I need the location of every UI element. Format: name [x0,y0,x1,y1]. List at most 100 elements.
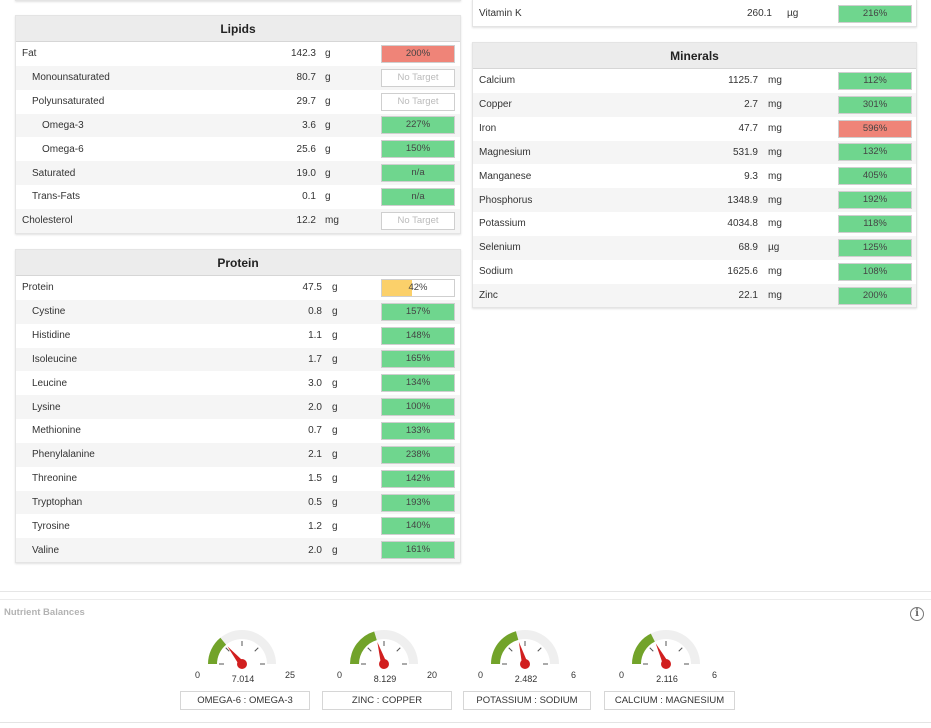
nutrient-row-zinc[interactable]: Zinc 22.1 mg 200% [473,283,916,308]
gauge-dial [208,629,276,669]
nutrient-row-saturated[interactable]: Saturated 19.0 g n/a [16,161,460,186]
nutrient-row-tyrosine[interactable]: Tyrosine 1.2 g 140% [16,514,460,538]
nutrient-row-polyunsaturated[interactable]: Polyunsaturated 29.7 g No Target [16,90,460,114]
nutrient-unit: mg [768,218,782,230]
info-icon[interactable]: i [910,607,924,621]
target-percent-fill [382,422,454,439]
nutrient-unit: g [332,520,338,532]
target-percent-bar: 125% [838,238,912,257]
nutrient-name: Tyrosine [32,520,70,532]
nutrient-name: Valine [32,544,60,556]
nutrient-unit: g [332,544,338,556]
nutrient-amount: 1.2 [308,520,322,532]
nutrient-row-sodium[interactable]: Sodium 1625.6 mg 108% [473,260,916,284]
nutrient-amount: 1348.9 [727,194,758,206]
target-percent-text: 200% [405,47,431,59]
nutrient-row-protein[interactable]: Protein 47.5 g 42% [16,276,460,300]
nutrient-row-phenylalanine[interactable]: Phenylalanine 2.1 g 238% [16,442,460,467]
nutrient-row-magnesium[interactable]: Magnesium 531.9 mg 132% [473,140,916,165]
nutrient-name: Zinc [479,290,498,302]
target-percent-bar: 134% [381,374,455,393]
nutrient-name: Leucine [32,377,68,389]
nutrient-name: Protein [22,282,54,294]
target-percent-bar: n/a [381,164,455,183]
target-percent-bar: 405% [838,167,912,186]
nutrient-row-phosphorus[interactable]: Phosphorus 1348.9 mg 192% [473,188,916,213]
nutrient-row-selenium[interactable]: Selenium 68.9 µg 125% [473,235,916,260]
target-percent-bar: 42% [381,278,455,297]
target-percent-fill [839,239,911,256]
nutrient-row-valine[interactable]: Valine 2.0 g 161% [16,538,460,563]
minerals-panel: Minerals Calcium 1125.7 mg 112% Copper 2.7 mg 3… [472,42,917,309]
nutrient-row-iron[interactable]: Iron 47.7 mg 596% [473,117,916,141]
target-percent-bar: 227% [381,116,455,135]
nutrient-name: Threonine [32,473,78,485]
nutrient-row-leucine[interactable]: Leucine 3.0 g 134% [16,371,460,395]
target-percent-text: n/a [411,167,425,179]
nutrient-row-isoleucine[interactable]: Isoleucine 1.7 g 165% [16,347,460,372]
nutrient-name: Phosphorus [479,194,533,206]
target-percent-fill [382,518,454,535]
nutrient-row-potassium[interactable]: Potassium 4034.8 mg 118% [473,212,916,236]
nutrient-unit: g [332,330,338,342]
target-percent-fill [382,351,454,368]
target-percent-bar: 596% [838,119,912,138]
nutrient-balances-title: Nutrient Balances [4,607,85,618]
target-percent-fill [839,263,911,280]
nutrient-row-monounsaturated[interactable]: Monounsaturated 80.7 g No Target [16,65,460,90]
target-percent-text: 134% [405,377,431,389]
nutrient-unit: g [332,353,338,365]
gauge-tick [649,647,654,652]
nutrient-row-vitamin-k[interactable]: Vitamin K 260.1 µg 216% [473,2,916,26]
nutrient-row-threonine[interactable]: Threonine 1.5 g 142% [16,467,460,491]
nutrient-row-fat[interactable]: Fat 142.3 g 200% [16,42,460,66]
gauge-label: ZINC : COPPER [322,691,452,710]
nutrient-unit: g [332,306,338,318]
target-percent-bar: 112% [838,71,912,90]
target-percent-bar: 216% [838,4,912,23]
target-percent-bar: 200% [381,44,455,63]
nutrient-amount: 2.1 [308,449,322,461]
nutrient-row-omega-3[interactable]: Omega-3 3.6 g 227% [16,113,460,138]
section-divider-secondary [0,599,931,600]
target-percent-fill [382,542,454,559]
target-percent-text: 133% [405,424,431,436]
gauge-fill [350,631,377,664]
target-percent-bar: No Target [381,211,455,230]
nutrient-row-histidine[interactable]: Histidine 1.1 g 148% [16,324,460,348]
protein-panel: Protein Protein 47.5 g 42% Cystine 0.8 g 157% Hi… [15,249,461,564]
nutrient-amount: 2.0 [308,544,322,556]
target-percent-fill [382,188,454,205]
nutrient-row-cholesterol[interactable]: Cholesterol 12.2 mg No Target [16,208,460,233]
nutrient-name: Saturated [32,167,76,179]
target-percent-fill [382,303,454,320]
nutrient-unit: g [332,377,338,389]
nutrient-name: Methionine [32,425,81,437]
target-percent-text: 193% [405,496,431,508]
lipids-rows: Fat 142.3 g 200% Monounsaturated 80.7 g No Targ… [16,42,460,233]
nutrient-row-omega-6[interactable]: Omega-6 25.6 g 150% [16,137,460,161]
gauge-max: 25 [285,670,296,680]
nutrient-row-tryptophan[interactable]: Tryptophan 0.5 g 193% [16,490,460,515]
nutrient-amount: 0.7 [308,425,322,437]
target-percent-fill [839,215,911,232]
target-percent-text: No Target [397,214,439,226]
lipids-title: Lipids [16,16,460,42]
nutrient-row-calcium[interactable]: Calcium 1125.7 mg 112% [473,69,916,93]
target-percent-fill [839,287,911,304]
nutrient-amount: 1.5 [308,473,322,485]
nutrient-amount: 3.6 [302,119,316,131]
nutrient-row-trans-fats[interactable]: Trans-Fats 0.1 g n/a [16,185,460,209]
nutrient-row-copper[interactable]: Copper 2.7 mg 301% [473,92,916,117]
nutrient-row-cystine[interactable]: Cystine 0.8 g 157% [16,299,460,324]
nutrient-row-methionine[interactable]: Methionine 0.7 g 133% [16,419,460,443]
target-percent-text: 192% [862,194,888,206]
nutrient-unit: g [325,191,331,203]
nutrient-row-manganese[interactable]: Manganese 9.3 mg 405% [473,164,916,188]
target-percent-text: 42% [408,281,428,293]
nutrient-amount: 2.7 [744,99,758,111]
nutrient-row-lysine[interactable]: Lysine 2.0 g 100% [16,395,460,420]
target-percent-fill [839,192,911,209]
target-percent-text: 301% [862,98,888,110]
gauge-label: OMEGA-6 : OMEGA-3 [180,691,310,710]
